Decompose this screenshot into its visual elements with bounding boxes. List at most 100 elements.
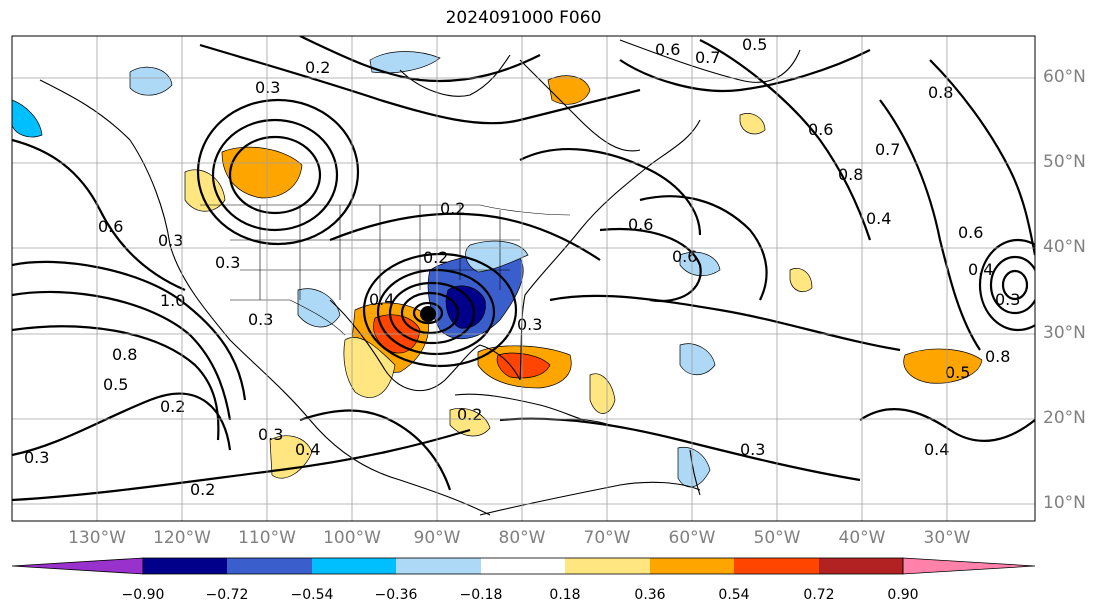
contour-low-center-5 [362, 252, 518, 368]
colorbar-frame [142, 557, 904, 575]
political-borders [200, 204, 571, 336]
contour-east-1 [639, 195, 768, 301]
contour-label-group: 0.2 0.3 0.6 0.7 0.5 0.8 0.6 0.4 0.8 0.2 … [24, 36, 1020, 499]
contour-label: 0.2 [423, 248, 448, 267]
contour-label: 0.4 [369, 290, 394, 309]
colorbar-segment [481, 558, 565, 574]
contour-ne-1 [619, 49, 871, 93]
contour-label: 0.8 [985, 347, 1010, 366]
map-frame [11, 35, 1036, 522]
contour-low-center-1 [412, 301, 444, 325]
contour-label: 0.2 [305, 58, 330, 77]
lon-label-90w: 90°W [413, 528, 461, 548]
contour-west-jet-3 [196, 98, 360, 246]
lon-label-130w: 130°W [68, 528, 126, 548]
contour-atlantic-low-3 [978, 238, 1035, 332]
contour-label: 0.2 [160, 397, 185, 416]
contour-label: 0.5 [945, 363, 970, 382]
lon-label-120w: 120°W [153, 528, 211, 548]
contour-south-gulf [299, 409, 452, 491]
coast-cuba [454, 393, 586, 421]
colorbar-tick-label: −0.54 [290, 587, 334, 603]
lon-label-100w: 100°W [323, 528, 381, 548]
contour-east-3 [599, 228, 702, 303]
lat-label-10n: 10°N [1043, 493, 1086, 513]
shade-blue-alaska [129, 66, 173, 96]
colorbar-extend-left [11, 557, 144, 575]
contour-far-east-1 [879, 99, 981, 351]
contour-far-east-2 [929, 59, 1035, 256]
coast-gulf [329, 299, 521, 392]
colorbar [11, 557, 1036, 575]
coastlines [39, 39, 801, 516]
shade-blue-east [679, 343, 716, 376]
contour-label: 0.6 [958, 223, 983, 242]
shade-yellow-azores [789, 268, 813, 292]
lon-label-50w: 50°W [753, 528, 801, 548]
colorbar-tick-label: −0.36 [374, 587, 418, 603]
shade-yellow-greenland [739, 113, 766, 135]
contour-label: 0.2 [190, 480, 215, 499]
contour-low-center-3 [388, 281, 476, 345]
shade-red-bahamas [496, 352, 551, 379]
colorbar-tick-label: 0.18 [549, 587, 581, 603]
colorbar-extend-right [902, 557, 1036, 575]
contour-label: 0.4 [924, 440, 949, 459]
contour-label: 0.7 [695, 48, 720, 67]
shade-yellow-gulf [343, 337, 396, 398]
contour-east-2 [549, 294, 901, 352]
contour-label: 0.3 [258, 425, 283, 444]
contour-label: 0.6 [672, 247, 697, 266]
lat-label-60n: 60°N [1043, 67, 1086, 87]
colorbar-tick-label: −0.90 [121, 587, 165, 603]
contour-label: 0.6 [808, 120, 833, 139]
lat-label-50n: 50°N [1043, 152, 1086, 172]
contour-label: 0.4 [866, 209, 891, 228]
contour-far-east-3 [859, 408, 1035, 442]
colorbar-segment [227, 558, 312, 574]
contour-low-center-2 [400, 291, 460, 335]
colorbar-segment [143, 558, 227, 574]
colorbar-segment [565, 558, 650, 574]
lon-label-30w: 30°W [923, 528, 971, 548]
lon-label-70w: 70°W [583, 528, 631, 548]
lon-label-110w: 110°W [238, 528, 296, 548]
contour-low-center-4 [376, 268, 496, 356]
border-us-mexico [230, 299, 346, 336]
contours [12, 36, 1035, 502]
contour-label: 0.8 [928, 83, 953, 102]
contour-mid-1 [329, 212, 601, 261]
contour-label: 0.3 [740, 440, 765, 459]
contour-label: 0.7 [875, 140, 900, 159]
contour-label: 0.3 [517, 315, 542, 334]
contour-label: 0.3 [24, 448, 49, 467]
lon-label-80w: 80°W [498, 528, 546, 548]
lon-label-40w: 40°W [838, 528, 886, 548]
contour-west-jet-1 [228, 135, 322, 215]
shade-blue-mexico [297, 288, 341, 328]
border-states-2 [230, 239, 520, 271]
shade-blue-carib [677, 446, 711, 488]
lon-label-60w: 60°W [668, 528, 716, 548]
contour-label: 0.6 [655, 40, 680, 59]
shade-yellow-carib [449, 408, 491, 437]
colorbar-tick-label: 0.54 [718, 587, 750, 603]
coast-greenland [619, 39, 801, 83]
contour-north-2 [299, 36, 541, 83]
contour-label: 0.3 [255, 78, 280, 97]
coast-south-america [479, 481, 701, 516]
contour-label: 0.3 [215, 253, 240, 272]
contour-label: 0.3 [248, 310, 273, 329]
colorbar-tick-label: 0.36 [634, 587, 666, 603]
lat-label-20n: 20°N [1043, 408, 1086, 428]
shade-yellow-west-canada [184, 169, 226, 212]
coast-lesser-antilles [689, 449, 701, 496]
contour-label: 0.5 [103, 375, 128, 394]
colorbar-segment [734, 558, 819, 574]
colorbar-segment [650, 558, 734, 574]
contour-label: 0.4 [295, 440, 320, 459]
colorbar-segment [396, 558, 481, 574]
contour-west-coast-1 [12, 260, 247, 401]
